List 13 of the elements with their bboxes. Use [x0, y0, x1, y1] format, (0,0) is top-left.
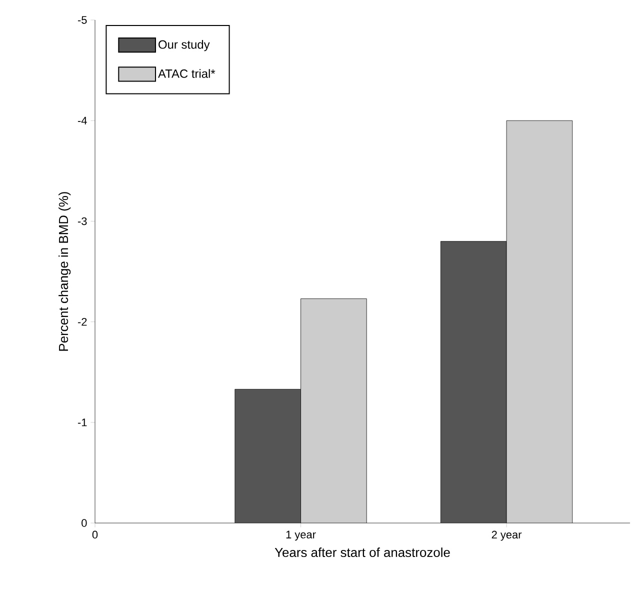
x-tick-label: 1 year	[286, 530, 316, 541]
y-tick-label: -3	[78, 217, 87, 226]
x-tick-label: 2 year	[492, 530, 522, 541]
y-tick-label: -5	[78, 16, 87, 24]
x-axis-title: Years after start of anastrozole	[274, 548, 450, 558]
legend-label: Our study	[158, 40, 210, 52]
legend-label: ATAC trial*	[158, 69, 216, 78]
y-tick-label: -4	[78, 116, 87, 124]
x-tick-label: 0	[92, 530, 98, 539]
y-tick-label: 0	[82, 519, 87, 527]
y-axis-title: Percent change in BMD (%)	[58, 192, 71, 351]
y-tick-label: -1	[78, 418, 87, 426]
y-tick-label: -2	[78, 318, 87, 326]
